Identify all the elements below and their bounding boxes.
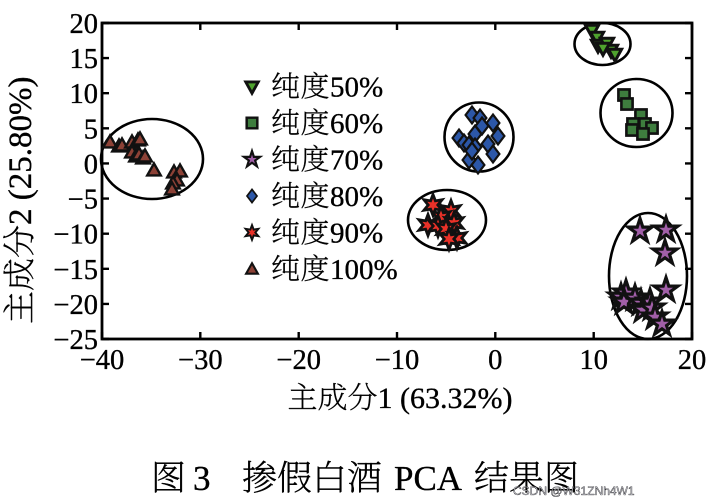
svg-text:−10: −10 [53,220,98,251]
svg-text:10: 10 [70,79,99,110]
svg-text:−5: −5 [68,185,98,216]
svg-text:70%: 70% [330,145,383,177]
svg-text:−30: −30 [178,345,223,376]
svg-text:10: 10 [579,345,608,376]
svg-text:50%: 50% [330,72,383,104]
svg-text:0: 0 [84,149,98,180]
svg-text:0: 0 [488,345,502,376]
svg-text:5: 5 [84,114,98,145]
svg-text:−15: −15 [53,255,98,286]
svg-text:CSDN @W31ZNh4W1: CSDN @W31ZNh4W1 [513,484,635,497]
svg-text:−10: −10 [375,345,420,376]
svg-text:15: 15 [70,44,99,75]
svg-text:1 (63.32%): 1 (63.32%) [378,382,513,415]
svg-text:80%: 80% [330,181,383,213]
svg-text:−25: −25 [53,325,98,356]
svg-text:−20: −20 [53,290,98,321]
svg-text:2 (25.80%): 2 (25.80%) [3,77,39,225]
svg-text:3: 3 [193,459,211,497]
svg-text:100%: 100% [330,254,398,286]
svg-text:−20: −20 [276,345,321,376]
svg-text:20: 20 [70,9,99,40]
svg-text:20: 20 [678,345,707,376]
svg-text:60%: 60% [330,108,383,140]
svg-text:−40: −40 [80,345,125,376]
svg-text:90%: 90% [330,218,383,250]
svg-text:PCA: PCA [394,459,463,497]
